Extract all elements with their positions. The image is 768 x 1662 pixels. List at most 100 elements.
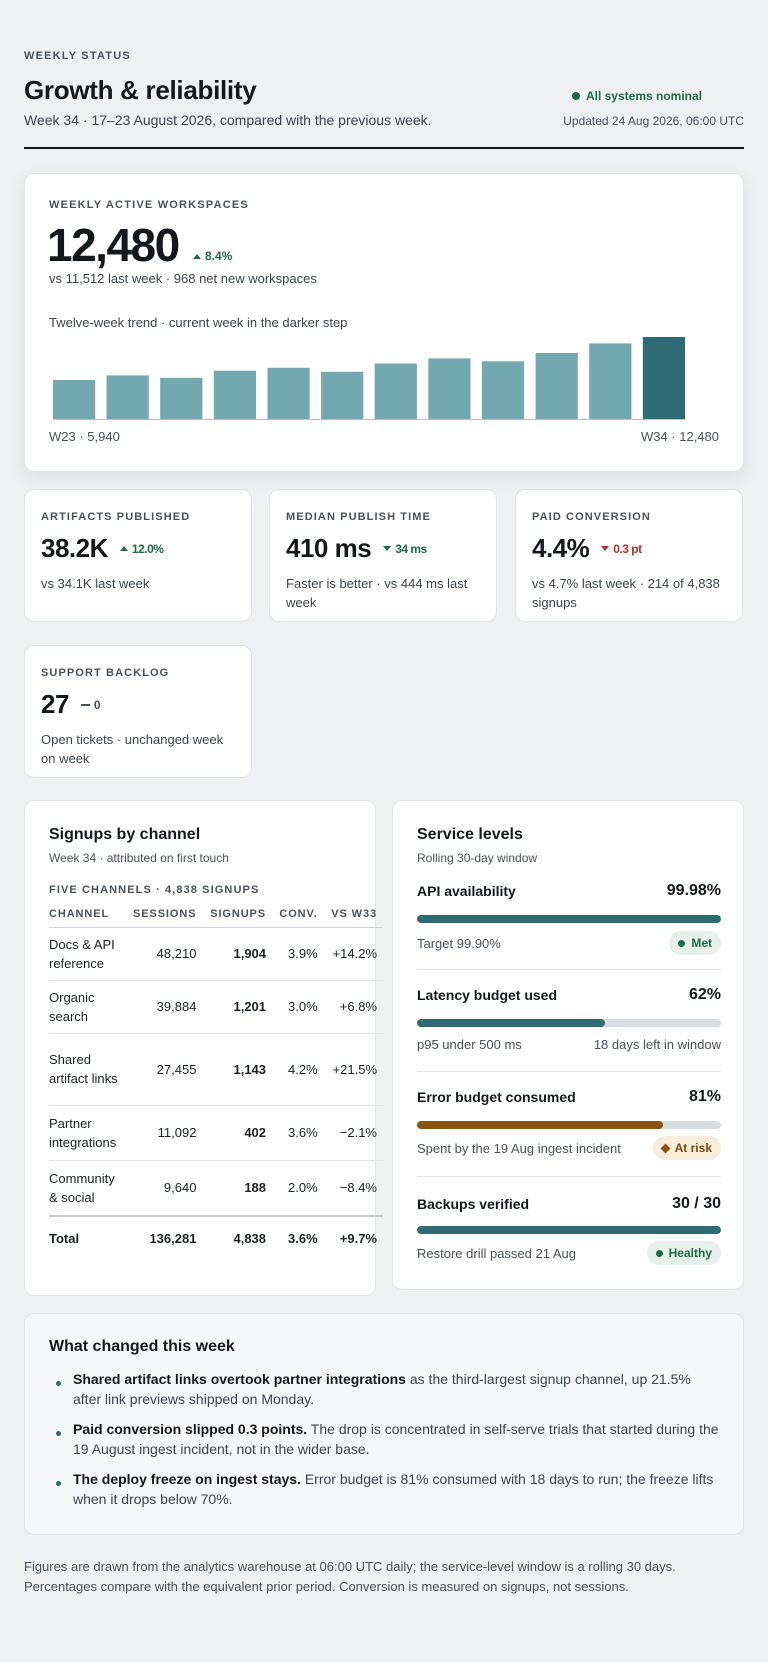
cell-sessions: 11,092	[125, 1105, 203, 1161]
page-subtitle: Week 34 · 17–23 August 2026, compared wi…	[24, 112, 432, 128]
cell-sessions: 136,281	[125, 1215, 203, 1260]
slo-footnote: Restore drill passed 21 Aug	[417, 1246, 576, 1261]
change-detail: Error budget is 81% consumed with 18 day…	[73, 1471, 714, 1507]
table-total-row: Total 136,281 4,838 3.6% +9.7%	[49, 1215, 383, 1260]
dash-icon	[80, 703, 90, 706]
changes-list: Shared artifact links overtook partner i…	[49, 1369, 721, 1519]
signups-subtitle: Week 34 · attributed on first touch	[49, 851, 229, 865]
status-badge: At risk	[652, 1136, 721, 1160]
column-header: SESSIONS	[125, 901, 203, 928]
cell-signups: 1,904	[202, 927, 273, 981]
hero-delta: 8.4%	[193, 249, 232, 263]
slo-name: Latency budget used	[417, 987, 558, 1003]
updated-timestamp: Updated 24 Aug 2026, 06:00 UTC	[563, 114, 744, 128]
kpi-value-row: 410 ms 34 ms	[286, 533, 427, 564]
change-lead: Shared artifact links overtook partner i…	[73, 1371, 406, 1387]
warning-diamond-icon	[660, 1143, 671, 1153]
kpi-label: PAID CONVERSION	[532, 511, 651, 523]
status-badge-label: Healthy	[668, 1246, 712, 1260]
status-badge-label: At risk	[674, 1141, 712, 1155]
cell-channel: Organic search	[49, 980, 125, 1034]
kpi-value: 38.2K	[41, 533, 108, 563]
cell-vs: −2.1%	[323, 1105, 383, 1161]
cell-vs: +21.5%	[323, 1033, 383, 1106]
cell-signups: 402	[202, 1105, 273, 1161]
hero-label: WEEKLY ACTIVE WORKSPACES	[49, 199, 249, 211]
kpi-delta: 34 ms	[383, 542, 427, 556]
kpi-delta: 12.0%	[119, 541, 164, 556]
kpi-note: vs 34.1K last week	[41, 576, 150, 591]
trend-bar-w32	[535, 353, 578, 419]
trend-bar-w28	[321, 371, 364, 419]
slo-progress-fill	[417, 1226, 721, 1234]
slo-name: Error budget consumed	[417, 1089, 576, 1105]
table-header-row: CHANNEL SESSIONS SIGNUPS CONV. VS W33	[49, 901, 383, 928]
status-badge-label: Met	[691, 936, 712, 950]
page-eyebrow: WEEKLY STATUS	[24, 50, 131, 62]
change-detail: The drop is concentrated in self-serve t…	[73, 1421, 719, 1457]
slo-footnote: p95 under 500 ms	[417, 1037, 522, 1052]
kpi-delta-value: 34 ms	[395, 541, 427, 556]
table-row: Partner integrations 11,092 402 3.6% −2.…	[49, 1105, 383, 1161]
kpi-paid-conversion: PAID CONVERSION 4.4% 0.3 pt vs 4.7% last…	[515, 489, 743, 622]
slo-progress-fill	[417, 1121, 664, 1129]
slo-value: 30 / 30	[672, 1195, 721, 1212]
cell-sessions: 48,210	[125, 927, 203, 981]
cell-conv: 2.0%	[272, 1160, 324, 1217]
slo-progress-track	[417, 1226, 721, 1234]
kpi-value-row: 4.4% 0.3 pt	[532, 533, 642, 564]
list-item: Shared artifact links overtook partner i…	[49, 1369, 721, 1409]
change-detail: as the third-largest signup channel, up …	[73, 1371, 691, 1407]
cell-channel: Partner integrations	[49, 1105, 125, 1161]
kpi-value: 4.4%	[532, 533, 590, 563]
trend-bar-w31	[481, 361, 525, 419]
header-divider	[24, 147, 744, 149]
column-header: CONV.	[272, 901, 324, 928]
cell-conv: 3.9%	[272, 927, 324, 981]
what-changed-card: What changed this week Shared artifact l…	[24, 1313, 744, 1535]
system-status-label: All systems nominal	[585, 89, 702, 103]
kpi-note: Open tickets · unchanged week on week	[41, 732, 224, 766]
kpi-delta: 0	[80, 697, 101, 712]
slo-value: 62%	[688, 986, 721, 1003]
system-status: All systems nominal	[571, 89, 702, 103]
trend-axis-start: W23 · 5,940	[49, 429, 120, 444]
table-row: Shared artifact links 27,455 1,143 4.2% …	[49, 1033, 383, 1106]
weekly-active-workspaces-card: WEEKLY ACTIVE WORKSPACES 12,480 8.4% vs …	[24, 173, 744, 472]
column-header: CHANNEL	[49, 901, 125, 928]
slo-divider	[417, 1071, 721, 1072]
trend-bar-w26	[213, 370, 256, 419]
hero-value: 12,480	[47, 219, 180, 271]
slo-footnote: Target 99.90%	[417, 936, 501, 951]
trend-bar-chart	[53, 337, 685, 420]
slo-divider	[417, 1176, 721, 1177]
cell-channel: Total	[49, 1215, 125, 1260]
kpi-median-publish-time: MEDIAN PUBLISH TIME 410 ms 34 ms Faster …	[269, 489, 497, 622]
kpi-value-row: 27 0	[41, 689, 101, 720]
trend-bar-w27	[267, 367, 310, 420]
slo-progress-track	[417, 1019, 721, 1027]
slo-title: Service levels	[417, 826, 523, 843]
slo-value: 99.98%	[666, 882, 721, 899]
slo-progress-fill	[417, 1019, 606, 1027]
signups-table: CHANNEL SESSIONS SIGNUPS CONV. VS W33 Do…	[49, 901, 383, 1260]
kpi-delta-value: 12.0%	[131, 541, 164, 556]
changes-title: What changed this week	[49, 1338, 235, 1355]
kpi-note: vs 4.7% last week · 214 of 4,838 signups	[532, 576, 720, 610]
kpi-support-backlog: SUPPORT BACKLOG 27 0 Open tickets · unch…	[24, 645, 252, 778]
kpi-value: 410 ms	[286, 533, 372, 563]
change-lead: Paid conversion slipped 0.3 points.	[73, 1421, 308, 1437]
trend-bar-w29	[374, 363, 417, 419]
kpi-delta-value: 0.3 pt	[613, 541, 642, 556]
cell-vs: +6.8%	[323, 980, 383, 1034]
page-footnote: Figures are drawn from the analytics war…	[24, 1559, 676, 1594]
kpi-delta-value: 0	[93, 697, 101, 712]
slo-footnote-right: 18 days left in window	[593, 1037, 721, 1052]
slo-value: 81%	[688, 1088, 721, 1105]
kpi-artifacts-published: ARTIFACTS PUBLISHED 38.2K 12.0% vs 34.1K…	[24, 489, 252, 622]
cell-vs: −8.4%	[323, 1160, 383, 1217]
triangle-up-icon	[193, 253, 201, 259]
list-item: Paid conversion slipped 0.3 points. The …	[49, 1419, 721, 1459]
slo-progress-fill	[417, 915, 721, 923]
slo-name: Backups verified	[417, 1196, 530, 1212]
